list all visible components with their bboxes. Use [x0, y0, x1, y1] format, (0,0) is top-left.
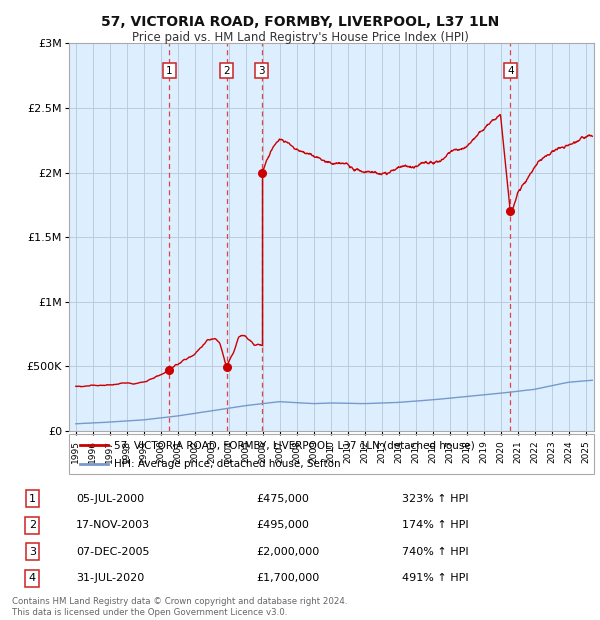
Text: £475,000: £475,000 — [256, 494, 310, 503]
Text: 4: 4 — [29, 574, 36, 583]
Text: 05-JUL-2000: 05-JUL-2000 — [76, 494, 144, 503]
Text: 740% ↑ HPI: 740% ↑ HPI — [402, 547, 469, 557]
Text: 323% ↑ HPI: 323% ↑ HPI — [402, 494, 469, 503]
Text: £1,700,000: £1,700,000 — [256, 574, 320, 583]
Text: 07-DEC-2005: 07-DEC-2005 — [76, 547, 149, 557]
Text: 2: 2 — [223, 66, 230, 76]
Text: Price paid vs. HM Land Registry's House Price Index (HPI): Price paid vs. HM Land Registry's House … — [131, 31, 469, 44]
Text: 2: 2 — [29, 520, 36, 530]
Text: £2,000,000: £2,000,000 — [256, 547, 320, 557]
Text: 31-JUL-2020: 31-JUL-2020 — [76, 574, 144, 583]
Text: 491% ↑ HPI: 491% ↑ HPI — [402, 574, 469, 583]
Text: HPI: Average price, detached house, Sefton: HPI: Average price, detached house, Seft… — [113, 459, 340, 469]
Text: Contains HM Land Registry data © Crown copyright and database right 2024.
This d: Contains HM Land Registry data © Crown c… — [12, 598, 347, 617]
Text: 3: 3 — [258, 66, 265, 76]
Text: 4: 4 — [507, 66, 514, 76]
Text: 17-NOV-2003: 17-NOV-2003 — [76, 520, 150, 530]
Text: 57, VICTORIA ROAD, FORMBY, LIVERPOOL, L37 1LN: 57, VICTORIA ROAD, FORMBY, LIVERPOOL, L3… — [101, 16, 499, 30]
Text: 3: 3 — [29, 547, 36, 557]
Text: £495,000: £495,000 — [256, 520, 310, 530]
Text: 1: 1 — [29, 494, 36, 503]
Text: 1: 1 — [166, 66, 173, 76]
Text: 57, VICTORIA ROAD, FORMBY, LIVERPOOL, L37 1LN (detached house): 57, VICTORIA ROAD, FORMBY, LIVERPOOL, L3… — [113, 440, 475, 450]
Text: 174% ↑ HPI: 174% ↑ HPI — [402, 520, 469, 530]
